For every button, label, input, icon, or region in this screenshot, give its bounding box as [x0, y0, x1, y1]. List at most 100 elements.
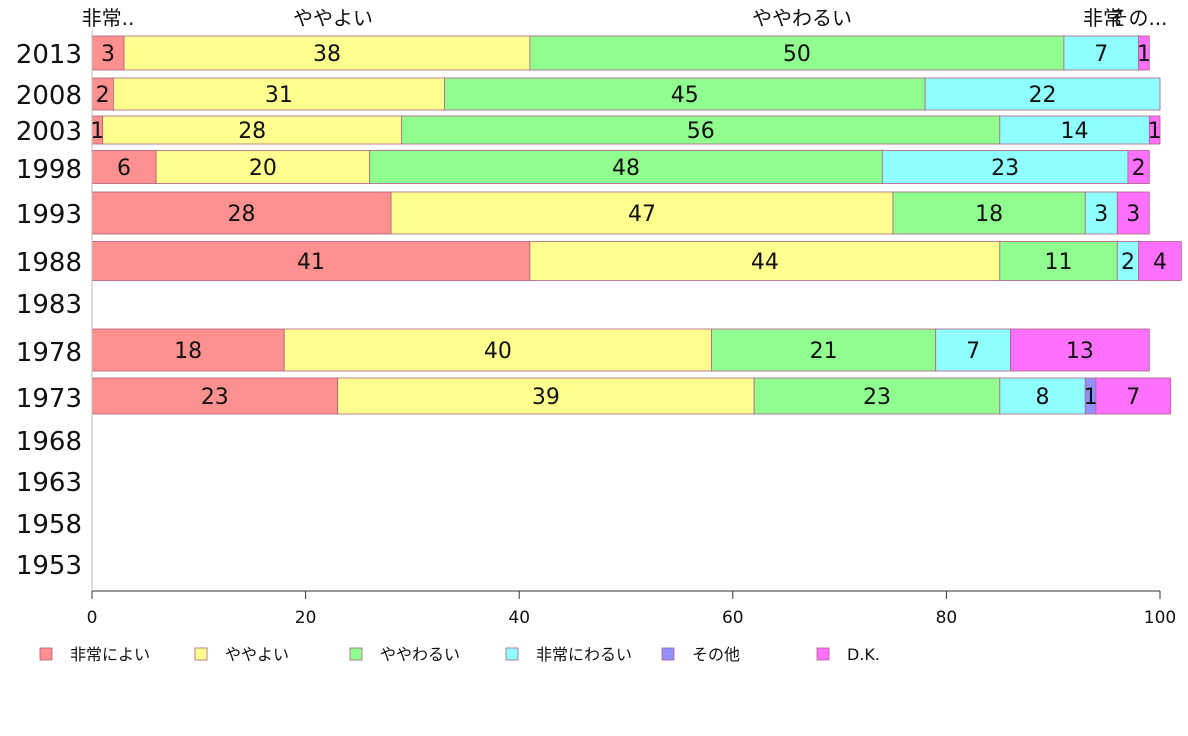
legend-swatch-1: [194, 647, 208, 661]
bar-1988-5: [1138, 241, 1182, 281]
x-tick-label-60: 60: [722, 608, 744, 628]
bar-1978-3: [935, 328, 1011, 372]
bar-1978-5: [1010, 328, 1150, 372]
bar-1988-0: [91, 241, 531, 281]
top-label-1: ややよい: [293, 6, 373, 30]
top-label-4: その...: [1108, 6, 1167, 30]
legend-label-4: その他: [692, 645, 740, 664]
bar-2013-1: [123, 35, 531, 71]
bar-1998-5: [1127, 150, 1150, 184]
bar-2008-3: [924, 77, 1161, 111]
bar-1993-2: [892, 191, 1086, 235]
bar-label-1993-5: 3: [1126, 202, 1140, 227]
bar-label-2003-5: 1: [1148, 119, 1162, 144]
legend-swatch-0: [39, 647, 53, 661]
bar-1993-1: [390, 191, 894, 235]
legend-label-2: ややわるい: [380, 645, 460, 664]
bar-label-1973-5: 7: [1126, 385, 1140, 410]
bar-label-1973-1: 39: [532, 385, 560, 410]
legend-label-5: D.K.: [847, 645, 880, 664]
bar-label-1973-2: 23: [863, 385, 891, 410]
bar-label-1998-5: 2: [1132, 156, 1146, 181]
bar-label-2003-2: 56: [687, 119, 715, 144]
bar-1998-1: [155, 150, 371, 184]
bar-1988-1: [529, 241, 1001, 281]
y-tick-label-1993: 1993: [16, 200, 82, 230]
bar-label-1993-3: 3: [1094, 202, 1108, 227]
bar-1993-5: [1116, 191, 1150, 235]
bar-label-1978-2: 21: [810, 339, 838, 364]
bar-label-2003-3: 14: [1061, 119, 1089, 144]
bar-label-1998-2: 48: [612, 156, 640, 181]
top-label-0: 非常..: [82, 6, 135, 30]
bar-1978-1: [283, 328, 712, 372]
x-tick-label-0: 0: [87, 608, 98, 628]
bar-2013-2: [529, 35, 1065, 71]
bar-label-1993-0: 28: [228, 202, 256, 227]
legend-swatch-3: [505, 647, 519, 661]
bar-label-1988-2: 11: [1045, 250, 1073, 275]
bar-2003-3: [999, 115, 1150, 145]
y-tick-label-1958: 1958: [16, 510, 82, 540]
bar-label-1973-4: 1: [1084, 385, 1098, 410]
bar-label-2013-0: 3: [101, 42, 115, 67]
bar-1988-2: [999, 241, 1118, 281]
bar-2008-1: [112, 77, 445, 111]
bar-label-1978-3: 7: [966, 339, 980, 364]
legend-label-3: 非常にわるい: [536, 645, 632, 664]
bar-label-2003-1: 28: [238, 119, 266, 144]
bar-label-1978-1: 40: [484, 339, 512, 364]
bar-label-1988-0: 41: [297, 250, 325, 275]
bar-label-1998-1: 20: [249, 156, 277, 181]
bar-label-1988-3: 2: [1121, 250, 1135, 275]
bar-label-1978-0: 18: [174, 339, 202, 364]
y-tick-label-2003: 2003: [16, 117, 82, 147]
legend-label-1: ややよい: [225, 645, 289, 664]
bar-2003-5: [1148, 115, 1161, 145]
bar-label-2003-0: 1: [90, 119, 104, 144]
bar-label-1978-5: 13: [1066, 339, 1094, 364]
top-label-2: ややわるい: [752, 6, 852, 30]
legend-label-0: 非常によい: [70, 645, 150, 664]
legend-swatch-2: [349, 647, 363, 661]
bar-label-2013-3: 7: [1094, 42, 1108, 67]
bar-label-1993-1: 47: [628, 202, 656, 227]
bar-1993-3: [1084, 191, 1118, 235]
bar-label-1988-1: 44: [751, 250, 779, 275]
bar-2013-3: [1063, 35, 1140, 71]
y-tick-label-1978: 1978: [16, 338, 82, 368]
bar-1978-2: [711, 328, 937, 372]
bar-label-2013-2: 50: [783, 42, 811, 67]
y-tick-label-1953: 1953: [16, 551, 82, 581]
y-tick-label-1998: 1998: [16, 155, 82, 185]
bar-label-1998-0: 6: [117, 156, 131, 181]
bar-2008-2: [444, 77, 926, 111]
x-tick-label-20: 20: [295, 608, 317, 628]
bar-1973-2: [753, 377, 1001, 415]
bar-label-1998-3: 23: [991, 156, 1019, 181]
bar-2013-0: [91, 35, 125, 71]
bar-1993-0: [91, 191, 392, 235]
bar-label-2008-3: 22: [1029, 83, 1057, 108]
y-tick-label-1988: 1988: [16, 248, 82, 278]
top-label-3: 非常: [1083, 6, 1123, 30]
bar-label-2008-2: 45: [671, 83, 699, 108]
y-tick-label-2013: 2013: [16, 40, 82, 70]
y-tick-label-2008: 2008: [16, 81, 82, 111]
bar-1978-0: [91, 328, 285, 372]
bar-label-2008-1: 31: [265, 83, 293, 108]
bar-label-2013-5: 1: [1137, 42, 1151, 67]
bar-label-2008-0: 2: [96, 83, 110, 108]
bar-label-1973-0: 23: [201, 385, 229, 410]
y-tick-label-1973: 1973: [16, 384, 82, 414]
bar-2003-2: [401, 115, 1001, 145]
y-tick-label-1963: 1963: [16, 468, 82, 498]
bar-label-1988-5: 4: [1153, 250, 1167, 275]
legend-swatch-5: [816, 647, 830, 661]
bar-1973-5: [1095, 377, 1172, 415]
legend-swatch-4: [661, 647, 675, 661]
bar-label-1973-3: 8: [1036, 385, 1050, 410]
x-tick-label-80: 80: [936, 608, 958, 628]
